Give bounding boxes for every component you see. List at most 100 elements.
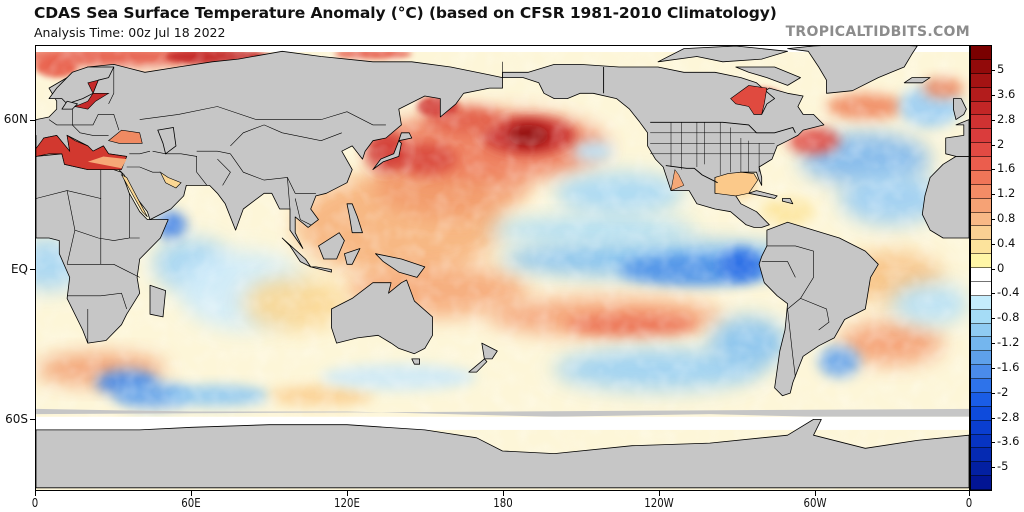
colorbar-label: 2.8 <box>997 112 1016 126</box>
colorbar-tick <box>992 293 995 294</box>
myanmar-border <box>287 177 291 210</box>
south-america <box>758 221 879 397</box>
lon-label-180: 180 <box>493 496 513 510</box>
colorbar-segment <box>971 462 991 477</box>
chart-title: CDAS Sea Surface Temperature Anomaly (°C… <box>34 4 777 22</box>
colorbar-segment <box>971 226 991 241</box>
peru-border <box>761 261 796 278</box>
sa-border <box>800 298 830 331</box>
colorbar-label: 1.2 <box>997 186 1016 200</box>
colorbar-segment <box>971 337 991 352</box>
china-mongolia-border <box>230 124 342 147</box>
lon-tick-60e <box>191 491 192 496</box>
antarctica <box>36 419 969 489</box>
colorbar-segment <box>971 323 991 338</box>
japan <box>372 140 402 170</box>
middle-east-border <box>126 166 161 173</box>
madagascar <box>149 284 166 318</box>
sulawesi <box>344 248 361 265</box>
colorbar-tick <box>992 393 995 394</box>
lat-tick-eq <box>30 269 35 270</box>
colorbar-segment <box>971 87 991 102</box>
colorbar-segment <box>971 73 991 88</box>
colorbar-tick <box>992 219 995 220</box>
java <box>310 266 332 273</box>
colorbar-segment <box>971 406 991 421</box>
indochina-border <box>294 198 311 226</box>
colorbar-segment <box>971 198 991 213</box>
lon-label-120w: 120W <box>644 496 674 510</box>
lon-label-0: 0 <box>31 496 39 510</box>
colorbar-segment <box>971 392 991 407</box>
colorbar-label: 5 <box>997 62 1005 76</box>
colorbar-segment <box>971 115 991 130</box>
lat-tick-60n <box>30 120 35 121</box>
russia-border <box>139 106 386 126</box>
colorbar-label: -5 <box>997 459 1009 473</box>
colorbar-segment <box>971 309 991 324</box>
denmark <box>61 100 78 110</box>
arctic-no-data <box>36 46 969 52</box>
colorbar-label: 0.4 <box>997 236 1016 250</box>
sst-anomaly-map[interactable] <box>35 45 970 491</box>
africa-border <box>67 264 140 278</box>
colorbar-segment <box>971 268 991 282</box>
lon-tick-120w <box>659 491 660 496</box>
lon-tick-180 <box>503 491 504 496</box>
analysis-time: Analysis Time: 00z Jul 18 2022 <box>34 25 226 40</box>
colorbar-label: -2 <box>997 385 1009 399</box>
hokkaido <box>398 132 413 142</box>
colorbar-segment <box>971 281 991 296</box>
china-south-border <box>230 153 316 194</box>
colorbar-label: -1.6 <box>997 360 1020 374</box>
colorbar-tick <box>992 467 995 468</box>
britain <box>953 98 967 120</box>
colorbar-segment <box>971 254 991 268</box>
colorbar-segment <box>971 46 991 60</box>
new-zealand-north <box>481 342 498 360</box>
sumatra <box>281 237 312 268</box>
colorbar <box>970 45 992 491</box>
black-sea <box>107 129 143 144</box>
canadian-arctic-islands <box>657 46 788 63</box>
lat-label-eq: EQ <box>10 262 28 276</box>
cuba <box>748 190 778 199</box>
africa-border <box>66 230 76 265</box>
sa-border <box>766 245 814 310</box>
colorbar-tick <box>992 95 995 96</box>
lon-label-60e: 60E <box>181 496 201 510</box>
colorbar-tick <box>992 70 995 71</box>
hudson-bay <box>730 85 768 115</box>
colorbar-segment <box>971 240 991 255</box>
colorbar-segment <box>971 101 991 116</box>
colorbar-label: 3.6 <box>997 87 1016 101</box>
africa-border <box>36 169 102 199</box>
colorbar-tick <box>992 194 995 195</box>
colorbar-segment <box>971 143 991 157</box>
central-asia-border <box>196 150 231 155</box>
colorbar-tick <box>992 442 995 443</box>
lon-tick-0 <box>35 491 36 496</box>
africa-border <box>66 190 140 241</box>
turkey-border <box>129 150 151 155</box>
colorbar-label: -3.6 <box>997 434 1020 448</box>
colorbar-segment <box>971 184 991 199</box>
new-guinea <box>375 253 426 278</box>
colorbar-tick <box>992 318 995 319</box>
lon-label-60w: 60W <box>803 496 827 510</box>
colorbar-segment <box>971 59 991 74</box>
red-sea <box>120 174 148 218</box>
iceland <box>903 77 931 84</box>
colorbar-tick <box>992 418 995 419</box>
hispaniola <box>782 198 794 205</box>
lat-label-60s: 60S <box>5 412 28 426</box>
lon-tick-120e <box>347 491 348 496</box>
lon-label-120e: 120E <box>334 496 360 510</box>
colorbar-segment <box>971 170 991 185</box>
baffin-island <box>735 66 801 86</box>
colorbar-segment <box>971 420 991 435</box>
colorbar-label: -0.8 <box>997 310 1020 324</box>
colorbar-segment <box>971 351 991 366</box>
africa-west-half <box>921 156 969 239</box>
chile-argentina-border <box>787 308 796 378</box>
